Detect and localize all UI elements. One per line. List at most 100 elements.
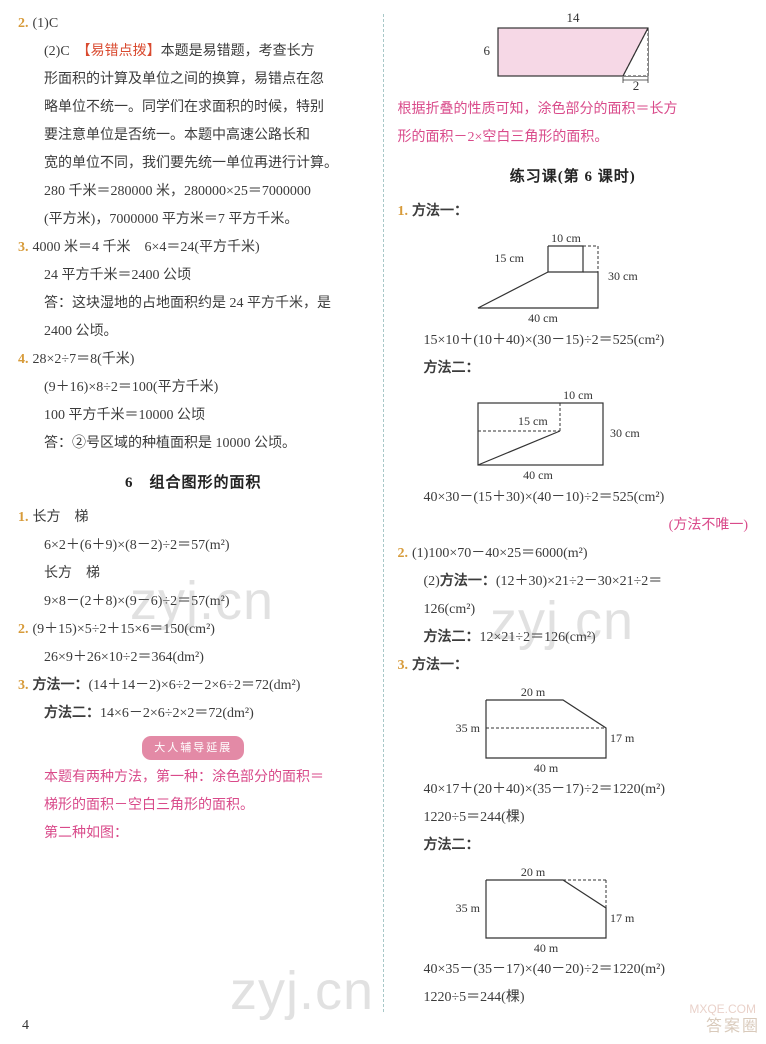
r2-m1l: 方法一： bbox=[440, 574, 496, 589]
svg-text:35 m: 35 m bbox=[455, 901, 480, 915]
left-column: 2. (1)C (2)C 【易错点拨】本题是易错题，考查长方 形面积的计算及单位之… bbox=[18, 10, 383, 1012]
svg-text:30 cm: 30 cm bbox=[608, 269, 638, 283]
svg-text:10 cm: 10 cm bbox=[551, 231, 581, 245]
r2-num: 2. bbox=[398, 546, 409, 561]
r1-m2: 方法二： bbox=[398, 355, 749, 383]
hint-title: 大人辅导延展 bbox=[142, 736, 244, 760]
r1-m2-label: 方法二： bbox=[424, 361, 480, 376]
r3-m2-eq: 40×35－(35－17)×(40－20)÷2＝1220(m²) bbox=[398, 956, 749, 984]
svg-text:20 m: 20 m bbox=[520, 685, 545, 699]
fig1: 10 cm 15 cm 30 cm 40 cm bbox=[438, 230, 749, 325]
fig-fold: 14 6 2 bbox=[398, 10, 749, 92]
s1-l2: 长方 梯 bbox=[18, 560, 369, 588]
svg-text:17 m: 17 m bbox=[610, 731, 635, 745]
q2-b2: 略单位不统一。同学们在求面积的时候，特别 bbox=[18, 94, 369, 122]
svg-text:40 m: 40 m bbox=[533, 941, 558, 954]
page-number: 4 bbox=[22, 1018, 29, 1034]
q4-l1: (9＋16)×8÷2＝100(平方千米) bbox=[18, 374, 369, 402]
svg-text:40 m: 40 m bbox=[533, 761, 558, 774]
r2-l3: 方法二：12×21÷2＝126(cm²) bbox=[398, 624, 749, 652]
hint-wrap: 大人辅导延展 bbox=[18, 728, 369, 764]
fig4: 20 m 35 m 17 m 40 m bbox=[438, 864, 749, 954]
s3-m2: 14×6－2×6÷2×2＝72(dm²) bbox=[100, 706, 254, 721]
q2-line2: (2)C 【易错点拨】本题是易错题，考查长方 bbox=[18, 38, 369, 66]
r3-m2: 方法二： bbox=[398, 832, 749, 860]
s3-num: 3. bbox=[18, 678, 29, 693]
q3-num: 3. bbox=[18, 240, 29, 255]
q2-num: 2. bbox=[18, 16, 29, 31]
r1-line1: 1.方法一： bbox=[398, 198, 749, 226]
q2-tag: 【易错点拨】 bbox=[84, 44, 161, 59]
r3-line1: 3.方法一： bbox=[398, 652, 749, 680]
practice-head: 练习课(第 6 课时) bbox=[398, 162, 749, 192]
r2-l2: 126(cm²) bbox=[398, 596, 749, 624]
q2-b3: 要注意单位是否统一。本题中高速公路长和 bbox=[18, 122, 369, 150]
r2-line1: 2.(1)100×70－40×25＝6000(m²) bbox=[398, 540, 749, 568]
s2-line1: 2. (9＋15)×5÷2＋15×6＝150(cm²) bbox=[18, 616, 369, 644]
svg-text:35 m: 35 m bbox=[455, 721, 480, 735]
r2-m2l: 方法二： bbox=[424, 630, 480, 645]
q2-p2label: (2)C bbox=[44, 44, 84, 59]
s2-l0: (9＋15)×5÷2＋15×6＝150(cm²) bbox=[33, 622, 215, 637]
r1-m2-eq: 40×30－(15＋30)×(40－10)÷2＝525(cm²) bbox=[398, 484, 749, 512]
svg-text:10 cm: 10 cm bbox=[563, 388, 593, 402]
svg-text:15 cm: 15 cm bbox=[518, 414, 548, 428]
q4-l0: 28×2÷7＝8(千米) bbox=[33, 352, 135, 367]
r3-m1-res: 1220÷5＝244(棵) bbox=[398, 804, 749, 832]
svg-text:17 m: 17 m bbox=[610, 911, 635, 925]
s1-line1: 1. 长方 梯 bbox=[18, 504, 369, 532]
fold-cap0: 根据折叠的性质可知，涂色部分的面积＝长方 bbox=[398, 96, 749, 124]
page: 2. (1)C (2)C 【易错点拨】本题是易错题，考查长方 形面积的计算及单位之… bbox=[0, 0, 766, 1032]
q4-l3: 答：②号区域的种植面积是 10000 公顷。 bbox=[18, 430, 369, 458]
fig3: 20 m 35 m 17 m 40 m bbox=[438, 684, 749, 774]
s1-l1: 6×2＋(6＋9)×(8－2)÷2＝57(m²) bbox=[18, 532, 369, 560]
hint-l2: 第二种如图： bbox=[18, 820, 369, 848]
right-column: 14 6 2 根据折叠的性质可知，涂色部分的面积＝长方 形的面积－2×空白三角形… bbox=[384, 10, 749, 1012]
r2-l1: (2)方法一：(12＋30)×21÷2－30×21÷2＝ bbox=[398, 568, 749, 596]
q4-line1: 4. 28×2÷7＝8(千米) bbox=[18, 346, 369, 374]
q3-l0: 4000 米＝4 千米 6×4＝24(平方千米) bbox=[33, 240, 260, 255]
s3-line2: 方法二：14×6－2×6÷2×2＝72(dm²) bbox=[18, 700, 369, 728]
r1-m1-eq: 15×10＋(10＋40)×(30－15)÷2＝525(cm²) bbox=[398, 327, 749, 355]
q2-p1: (1)C bbox=[33, 16, 59, 31]
q3-line1: 3. 4000 米＝4 千米 6×4＝24(平方千米) bbox=[18, 234, 369, 262]
r1-num: 1. bbox=[398, 204, 409, 219]
hint-l1: 梯形的面积－空白三角形的面积。 bbox=[18, 792, 369, 820]
fold-left: 6 bbox=[483, 43, 490, 58]
svg-text:30 cm: 30 cm bbox=[610, 426, 640, 440]
svg-text:40 cm: 40 cm bbox=[528, 311, 558, 325]
fig2: 10 cm 15 cm 30 cm 40 cm bbox=[438, 387, 749, 482]
q3-l1: 24 平方千米＝2400 公顷 bbox=[18, 262, 369, 290]
r3-m1-label: 方法一： bbox=[412, 658, 468, 673]
q2-b0: 本题是易错题，考查长方 bbox=[161, 44, 315, 59]
s3-m1-label: 方法一： bbox=[33, 678, 89, 693]
q2-b4: 宽的单位不同，我们要先统一单位再进行计算。 bbox=[18, 150, 369, 178]
s1-num: 1. bbox=[18, 510, 29, 525]
q4-num: 4. bbox=[18, 352, 29, 367]
svg-text:15 cm: 15 cm bbox=[494, 251, 524, 265]
fold-top: 14 bbox=[566, 10, 580, 25]
svg-text:20 m: 20 m bbox=[520, 865, 545, 879]
s3-m2-label: 方法二： bbox=[44, 706, 100, 721]
r3-m1-eq: 40×17＋(20＋40)×(35－17)÷2＝1220(m²) bbox=[398, 776, 749, 804]
q4-l2: 100 平方千米＝10000 公顷 bbox=[18, 402, 369, 430]
q2-line1: 2. (1)C bbox=[18, 10, 369, 38]
s1-l3: 9×8－(2＋8)×(9－6)÷2＝57(m²) bbox=[18, 588, 369, 616]
s2-l1: 26×9＋26×10÷2＝364(dm²) bbox=[18, 644, 369, 672]
r3-num: 3. bbox=[398, 658, 409, 673]
svg-text:40 cm: 40 cm bbox=[523, 468, 553, 482]
s3-line1: 3. 方法一：(14＋14－2)×6÷2－2×6÷2＝72(dm²) bbox=[18, 672, 369, 700]
s3-m1: (14＋14－2)×6÷2－2×6÷2＝72(dm²) bbox=[89, 678, 301, 693]
fold-svg: 14 6 2 bbox=[468, 10, 678, 92]
corner-text: 答案圈 bbox=[706, 1012, 760, 1036]
q2-b1: 形面积的计算及单位之间的换算，易错点在忽 bbox=[18, 66, 369, 94]
r1-note: (方法不唯一) bbox=[398, 512, 749, 540]
q2-b5: 280 千米＝280000 米，280000×25＝7000000 bbox=[18, 178, 369, 206]
s2-num: 2. bbox=[18, 622, 29, 637]
s1-l0: 长方 梯 bbox=[33, 510, 89, 525]
hint-l0: 本题有两种方法，第一种：涂色部分的面积＝ bbox=[18, 764, 369, 792]
q3-l2: 答：这块湿地的占地面积约是 24 平方千米，是 bbox=[18, 290, 369, 318]
r2-l0: (1)100×70－40×25＝6000(m²) bbox=[412, 546, 588, 561]
heading-6: 6 组合图形的面积 bbox=[18, 468, 369, 498]
r1-m1-label: 方法一： bbox=[412, 204, 468, 219]
